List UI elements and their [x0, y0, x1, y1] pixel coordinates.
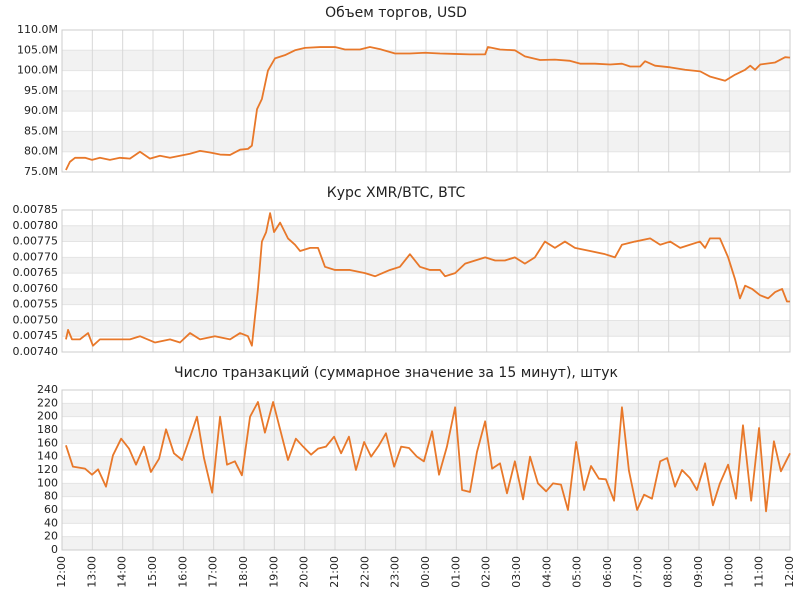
y-tick-label: 140	[37, 450, 58, 463]
y-tick-label: 100.0M	[17, 64, 58, 77]
y-tick-label: 100	[37, 476, 58, 489]
x-tick-label: 19:00	[267, 556, 280, 588]
x-tick-label: 02:00	[480, 556, 493, 588]
data-line	[65, 212, 790, 347]
data-line	[65, 46, 791, 171]
y-tick-label: 0.00780	[13, 219, 59, 232]
x-tick-label: 17:00	[207, 556, 220, 588]
chart-title: Число транзакций (суммарное значение за …	[174, 365, 618, 381]
x-tick-label: 11:00	[753, 556, 766, 588]
y-tick-label: 0.00760	[13, 282, 59, 295]
y-tick-label: 20	[44, 530, 58, 543]
y-tick-label: 220	[37, 396, 58, 409]
x-tick-label: 15:00	[146, 556, 159, 588]
x-tick-label: 09:00	[692, 556, 705, 588]
y-tick-label: 90.0M	[24, 104, 58, 117]
x-tick-label: 20:00	[298, 556, 311, 588]
plot-frame	[61, 209, 791, 353]
y-tick-label: 0.00785	[13, 203, 59, 216]
x-tick-label: 23:00	[389, 556, 402, 588]
data-line	[65, 401, 791, 513]
plot-frame	[61, 29, 791, 173]
chart-title: Курс XMR/BTC, BTC	[327, 185, 466, 201]
x-tick-label: 16:00	[176, 556, 189, 588]
y-tick-label: 160	[37, 436, 58, 449]
y-tick-label: 0.00740	[13, 345, 59, 358]
y-tick-label: 0.00755	[13, 298, 59, 311]
y-tick-label: 40	[44, 516, 58, 529]
x-tick-label: 00:00	[419, 556, 432, 588]
x-tick-label: 04:00	[540, 556, 553, 588]
y-tick-label: 0.00770	[13, 250, 59, 263]
y-tick-label: 0.00775	[13, 235, 59, 248]
y-tick-label: 0	[51, 543, 58, 556]
y-tick-label: 180	[37, 423, 58, 436]
x-tick-label: 13:00	[85, 556, 98, 588]
y-tick-label: 105.0M	[17, 43, 58, 56]
x-tick-label: 12:00	[783, 556, 796, 588]
x-tick-label: 08:00	[662, 556, 675, 588]
y-tick-label: 200	[37, 410, 58, 423]
y-tick-label: 0.00745	[13, 329, 59, 342]
y-tick-label: 0.00750	[13, 313, 59, 326]
x-tick-label: 18:00	[237, 556, 250, 588]
y-tick-label: 120	[37, 463, 58, 476]
x-tick-label: 06:00	[601, 556, 614, 588]
x-tick-label: 21:00	[328, 556, 341, 588]
x-tick-label: 01:00	[449, 556, 462, 588]
y-tick-label: 110.0M	[17, 23, 58, 36]
x-tick-label: 05:00	[571, 556, 584, 588]
y-tick-label: 80.0M	[24, 145, 58, 158]
y-tick-label: 0.00765	[13, 266, 59, 279]
y-tick-label: 60	[44, 503, 58, 516]
x-tick-label: 22:00	[358, 556, 371, 588]
y-tick-label: 85.0M	[24, 124, 58, 137]
y-tick-label: 240	[37, 383, 58, 396]
x-tick-label: 07:00	[631, 556, 644, 588]
x-tick-label: 12:00	[55, 556, 68, 588]
x-tick-label: 14:00	[116, 556, 129, 588]
x-tick-label: 03:00	[510, 556, 523, 588]
y-tick-label: 80	[44, 490, 58, 503]
chart-title: Объем торгов, USD	[325, 5, 467, 21]
y-tick-label: 95.0M	[24, 84, 58, 97]
x-tick-label: 10:00	[722, 556, 735, 588]
y-tick-label: 75.0M	[24, 165, 58, 178]
plot-frame	[61, 389, 791, 551]
